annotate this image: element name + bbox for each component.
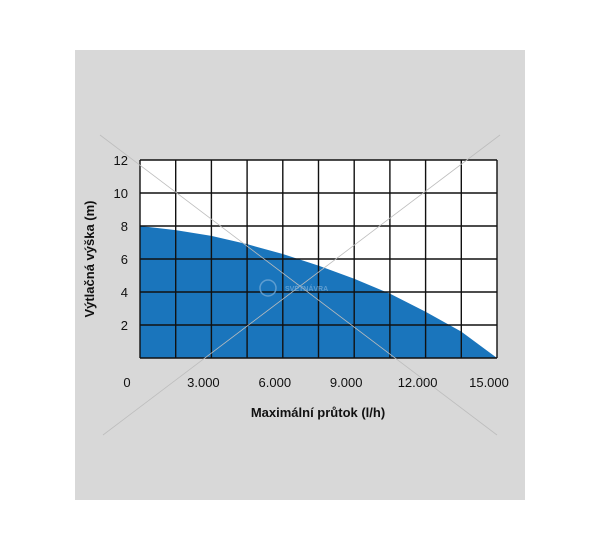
grid-lines: [139, 159, 498, 359]
watermark-text: SVÉTNÁVRA: [285, 284, 328, 293]
x-tick-label: 9.000: [330, 375, 363, 390]
y-tick-labels: 2 4 6 8 10 12: [114, 153, 128, 333]
watermark-logo: SVÉTNÁVRA: [259, 279, 328, 297]
x-tick-label: 12.000: [398, 375, 438, 390]
y-tick-label: 8: [121, 219, 128, 234]
watermark-diagonals: [99, 134, 501, 436]
y-tick-label: 12: [114, 153, 128, 168]
x-tick-labels: 0 3.000 6.000 9.000 12.000 15.000: [123, 375, 509, 390]
x-tick-label: 6.000: [259, 375, 292, 390]
y-tick-label: 4: [121, 285, 128, 300]
watermark-circle-icon: [259, 279, 277, 297]
y-tick-label: 10: [114, 186, 128, 201]
y-tick-label: 2: [121, 318, 128, 333]
x-tick-label: 3.000: [187, 375, 220, 390]
y-tick-label: 6: [121, 252, 128, 267]
x-tick-label: 15.000: [469, 375, 509, 390]
x-tick-label: 0: [123, 375, 130, 390]
y-axis-label: Výtlačná výška (m): [82, 200, 97, 317]
x-axis-label: Maximální průtok (l/h): [251, 405, 385, 420]
